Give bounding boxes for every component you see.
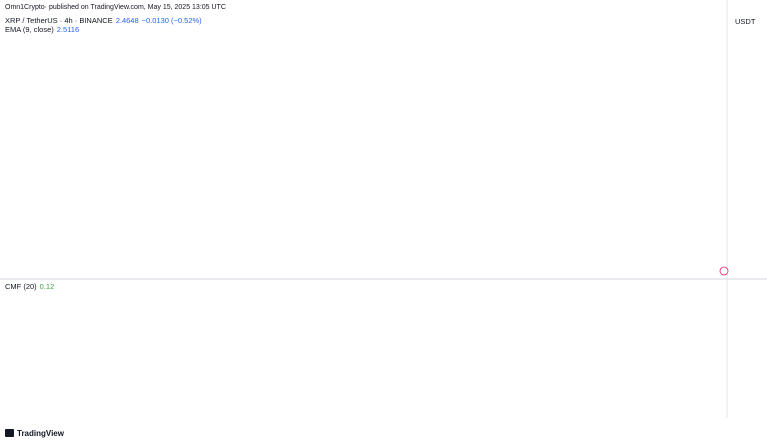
legend-series-name: EMA (9, close) [5, 25, 54, 34]
currency-label: USDT [735, 17, 756, 26]
price-legend: XRP / TetherUS · 4h · BINANCE 2.4648 −0.01… [5, 16, 205, 25]
legend-series-name: CMF (20) [5, 282, 37, 291]
legend-last-value: 0.12 [39, 282, 55, 291]
ema-legend: EMA (9, close) 2.5116 [5, 25, 82, 34]
cmf-legend: CMF (20) 0.12 [5, 282, 57, 291]
legend-last-value: 2.4648 [115, 16, 139, 25]
logo-icon [5, 429, 14, 437]
legend-last-value: 2.5116 [56, 25, 80, 34]
event-icon [719, 266, 729, 276]
legend-change: −0.0130 (−0.52%) [141, 16, 202, 25]
publish-header: Omn1Crypto· published on TradingView.com… [5, 4, 226, 11]
legend-series-name: XRP / TetherUS · 4h · BINANCE [5, 16, 113, 25]
footer-logo: TradingView [17, 429, 65, 438]
